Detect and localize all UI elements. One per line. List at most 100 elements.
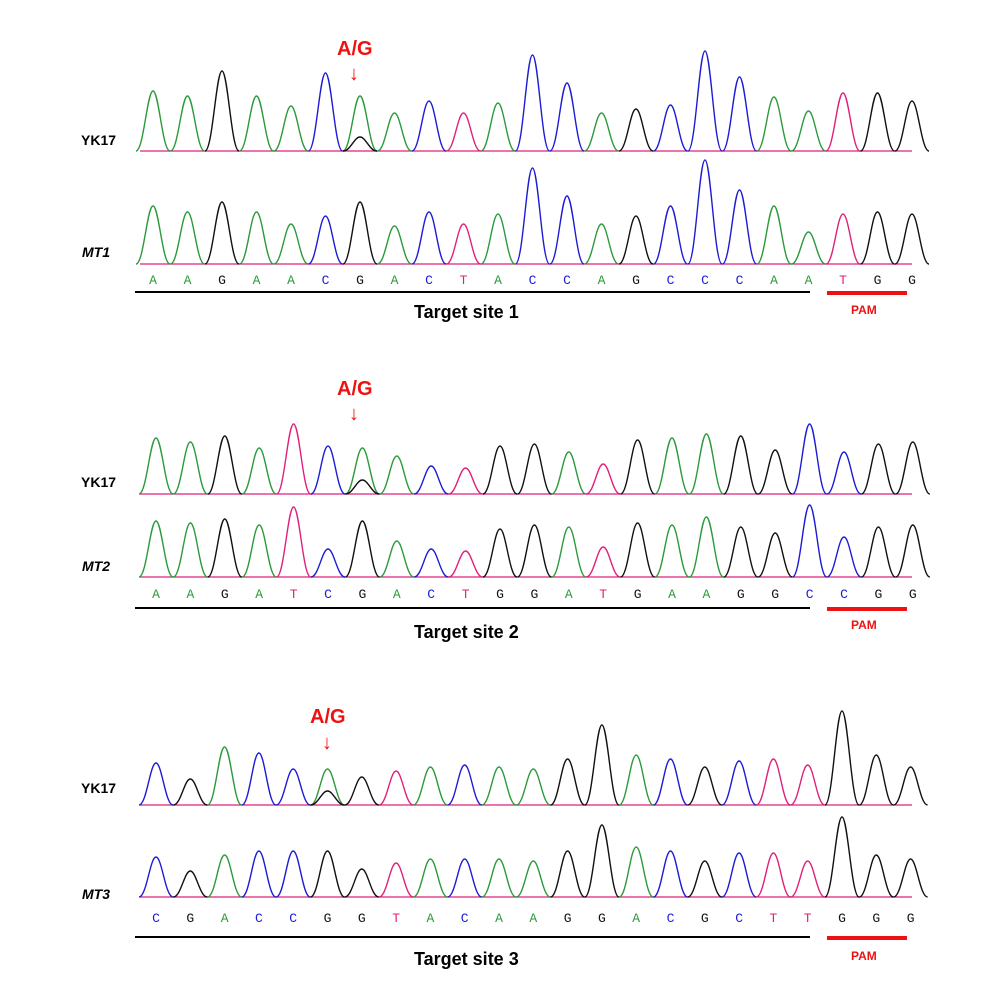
pam-underline-3 [827,936,907,940]
trace-peak [515,860,551,898]
trace-peak [241,752,277,806]
trace-peak [860,443,897,495]
trace-peak [619,522,656,578]
trace-peak [550,850,585,898]
trace-peak [859,92,896,152]
trace-peak [239,211,274,265]
trace-peak [241,447,277,495]
trace-peak [275,768,311,806]
trace-peak [514,54,551,152]
base-call-letter: A [184,273,192,288]
sample-label-mt3: MT3 [82,886,110,902]
trace-peak [790,764,826,806]
trace-peak [618,846,654,898]
base-call-letter: G [771,587,779,602]
down-arrow-icon: ↓ [349,403,359,425]
base-call-letter: A [149,273,157,288]
base-call-letter: A [391,273,399,288]
trace-peak [826,536,862,578]
trace-peak [757,449,793,495]
trace-peak [204,201,240,265]
target-site-underline-2 [135,607,810,609]
trace-peak [721,189,758,265]
mutation-label-2: A/G [337,378,373,400]
trace-peak [549,195,585,265]
trace-peak [413,548,449,578]
trace-peak [860,211,895,265]
base-call-letter: C [152,911,160,926]
pam-label-3: PAM [851,949,877,963]
trace-peak [173,441,208,495]
trace-peak [791,110,826,152]
trace-peak [447,764,483,806]
trace-peak [482,445,518,495]
base-call-letter: A [668,587,676,602]
trace-peak [135,90,171,152]
trace-peak [173,870,208,898]
trace-peak [654,437,690,495]
down-arrow-icon: ↓ [322,732,332,754]
sample-label-mt2: MT2 [82,558,110,574]
trace-peak [756,758,791,806]
trace-peak [275,423,312,495]
base-call-letter: G [530,587,538,602]
base-call-letter: C [289,911,297,926]
trace-peak [653,758,688,806]
trace-peak [275,506,312,578]
base-call-letter: G [598,911,606,926]
trace-peak [584,223,619,265]
trace-peak [688,433,725,495]
base-call-letter: G [218,273,226,288]
target-site-underline-1 [135,291,810,293]
trace-peak [413,465,449,495]
trace-peak [241,524,277,578]
base-call-letter: G [701,911,709,926]
trace-peak [721,760,757,806]
base-call-letter: C [425,273,433,288]
trace-peak [482,528,518,578]
base-call-letter: C [701,273,709,288]
trace-peak [446,223,481,265]
trace-peak [516,443,553,495]
base-call-letter: G [186,911,194,926]
trace-peak [551,451,587,495]
base-call-letter: T [599,587,607,602]
base-call-letter: G [632,273,640,288]
target-site-label-3: Target site 3 [414,949,519,969]
base-call-letter: C [427,587,435,602]
trace-peak [514,167,551,265]
base-call-letter: G [496,587,504,602]
base-call-letter: A [598,273,606,288]
base-call-letter: T [769,911,777,926]
trace-peak [344,868,380,898]
trace-peak [342,201,378,265]
trace-peak [653,104,688,152]
trace-peak [618,108,654,152]
trace-peak [307,215,344,265]
base-call-letter: A [632,911,640,926]
base-call-letter: A [565,587,573,602]
trace-peak [448,550,483,578]
target-site-label-1: Target site 1 [414,302,519,322]
trace-peak [723,526,759,578]
trace-peak [169,95,206,152]
base-call-letter: A [255,587,263,602]
trace-peak [618,754,654,806]
base-call-letter: A [287,273,295,288]
target-site-label-2: Target site 2 [414,622,519,642]
trace-peak [377,225,412,265]
trace-peak [585,546,621,578]
trace-peak [204,70,240,152]
trace-peak [413,858,448,898]
trace-peak [238,95,275,152]
trace-peak [517,524,552,578]
trace-peak [411,211,447,265]
trace-peak [756,852,791,898]
base-call-letter: A [152,587,160,602]
sample-label-mt1: MT1 [82,244,110,260]
base-call-letter: A [805,273,813,288]
trace-peak [379,455,415,495]
base-call-letter: C [529,273,537,288]
base-call-letter: C [736,273,744,288]
base-call-letter: G [356,273,364,288]
